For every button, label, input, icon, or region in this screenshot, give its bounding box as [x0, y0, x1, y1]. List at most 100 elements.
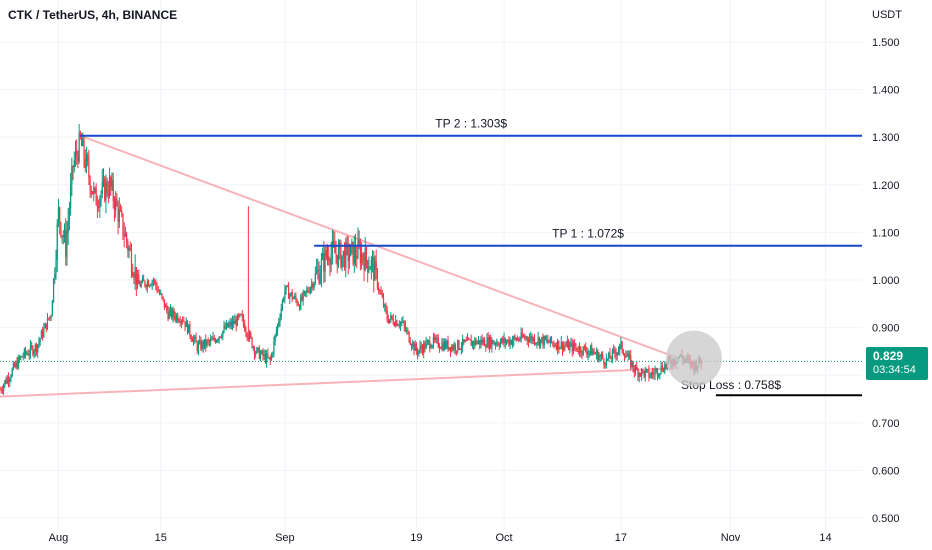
candle-body [625, 355, 627, 358]
candle-body [464, 340, 466, 343]
candle-body [437, 338, 439, 348]
candle-body [571, 342, 573, 352]
candle-body [530, 335, 532, 339]
candle-body [9, 379, 11, 382]
candle-body [34, 344, 36, 352]
candle-body [65, 230, 67, 257]
candle-body [334, 244, 336, 254]
candle-body [217, 339, 219, 341]
candle-body [149, 285, 151, 287]
candle-body [31, 345, 33, 348]
candle-body [436, 338, 438, 340]
candle-body [273, 340, 275, 354]
candle-body [107, 193, 109, 196]
candle-body [561, 341, 564, 351]
candle-body [263, 353, 265, 357]
candle-body [369, 268, 371, 270]
candle-body [421, 348, 424, 353]
candle-body [252, 347, 254, 349]
candle-body [230, 321, 232, 327]
candle-body [336, 254, 338, 266]
candle-body [129, 247, 131, 250]
candle-body [513, 336, 515, 341]
candle-body [654, 370, 656, 375]
candle-body [110, 177, 112, 187]
candle-body [29, 345, 32, 355]
candle-body [66, 233, 68, 257]
candle-body [622, 351, 624, 355]
candle-body [353, 245, 355, 264]
candle-body [239, 314, 241, 317]
candle-body [522, 336, 525, 338]
candle-body [309, 287, 312, 293]
candle-body [595, 350, 598, 355]
candle-body [631, 361, 633, 367]
candle-body [566, 341, 568, 346]
candle-body [548, 342, 550, 344]
candle-body [128, 247, 130, 251]
candle-body [341, 255, 343, 267]
candle-body [497, 342, 499, 346]
candle-body [415, 344, 417, 352]
candle-body [279, 317, 281, 322]
x-tick-label: 15 [155, 532, 167, 544]
candle-body [123, 235, 125, 237]
candle-body [168, 311, 170, 319]
candle-body [283, 299, 285, 301]
candle-body [406, 330, 408, 332]
candle-body [499, 341, 501, 347]
candle-body [77, 155, 79, 162]
candle-body [70, 185, 72, 209]
candle-body [446, 340, 448, 348]
candle-body [312, 283, 314, 288]
candle-body [348, 256, 351, 262]
candle-body [480, 339, 482, 345]
candle-body [194, 336, 196, 339]
candle-body [524, 336, 526, 339]
candle-body [132, 271, 134, 277]
candle-body [391, 315, 393, 319]
candle-body [141, 278, 144, 283]
candle-body [262, 350, 264, 357]
candle-body [381, 294, 383, 298]
candle-body [88, 161, 90, 178]
candle-body [164, 305, 167, 308]
candle-body [177, 315, 179, 322]
candle-body [210, 339, 212, 342]
candle-body [332, 241, 335, 245]
candle-body [171, 308, 173, 318]
candle-body [503, 338, 505, 343]
candle-body [154, 280, 156, 282]
candle-body [133, 276, 135, 279]
candle-body [342, 250, 344, 256]
candle-body [632, 361, 634, 369]
candle-body [345, 242, 347, 268]
candle-body [577, 350, 579, 353]
candle-body [559, 347, 561, 350]
candle-body [76, 151, 78, 156]
candle-body [357, 240, 359, 259]
x-tick-label: 17 [615, 532, 627, 544]
candle-body [397, 325, 399, 327]
candle-body [627, 353, 629, 357]
candle-body [521, 332, 523, 337]
candle-body [419, 345, 421, 351]
candle-body [580, 346, 582, 354]
candle-body [87, 154, 89, 162]
candle-body [225, 322, 228, 329]
candle-body [404, 325, 407, 331]
y-tick-label: 1.100 [872, 227, 900, 239]
candle-body [292, 297, 295, 300]
candle-body [655, 368, 657, 371]
candle-body [438, 347, 441, 349]
candle-body [115, 198, 117, 211]
candle-body [354, 245, 357, 257]
candle-body [45, 323, 47, 330]
candle-body [93, 187, 95, 195]
candle-body [67, 220, 69, 234]
candle-body [410, 344, 413, 347]
candle-body [44, 323, 46, 329]
candle-body [660, 365, 662, 374]
candle-body [205, 339, 207, 347]
